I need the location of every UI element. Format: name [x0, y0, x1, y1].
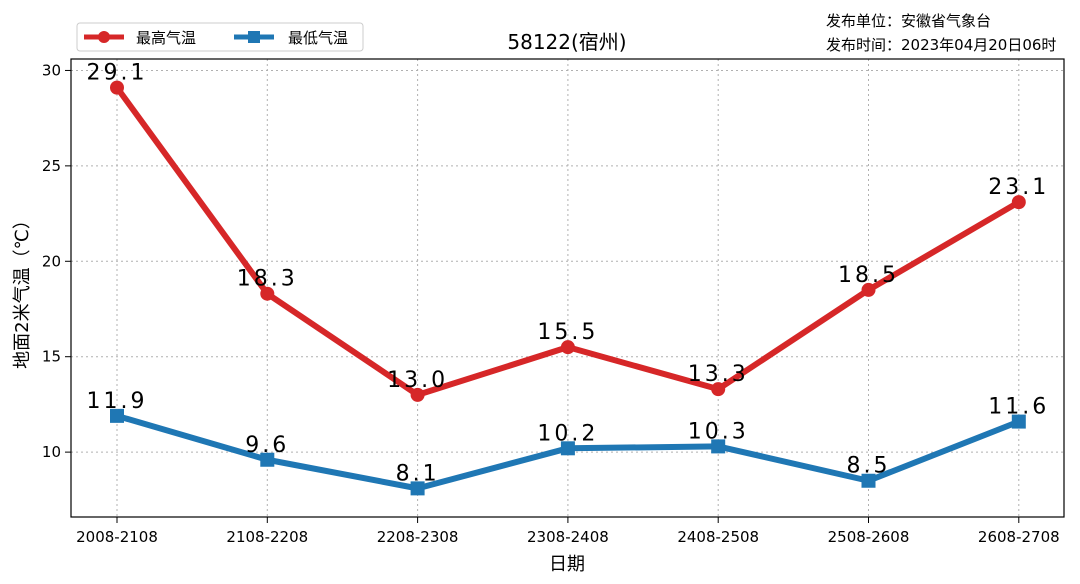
x-axis-label: 日期	[549, 554, 585, 575]
data-point	[110, 80, 124, 95]
data-point	[410, 387, 425, 402]
data-point	[1011, 414, 1026, 429]
x-tick-label: 2608-2708	[978, 528, 1060, 546]
data-point	[260, 452, 275, 467]
data-label: 13.0	[387, 368, 448, 393]
x-tick-label: 2208-2308	[377, 528, 459, 546]
data-label: 23.1	[988, 175, 1049, 200]
publish-time: 发布时间：2023年04月20日06时	[826, 36, 1056, 54]
data-point	[711, 439, 726, 454]
legend-marker-max	[98, 31, 110, 43]
y-axis-label: 地面2米气温（℃）	[12, 211, 33, 369]
data-label: 18.5	[838, 263, 899, 288]
data-label: 11.6	[988, 395, 1049, 420]
data-label: 9.6	[245, 433, 289, 458]
data-label: 29.1	[87, 61, 148, 86]
data-point	[410, 481, 425, 496]
legend: 最高气温 最低气温	[76, 22, 364, 52]
y-tick-label: 30	[42, 61, 61, 79]
data-point	[1011, 195, 1026, 210]
axes: 2008-2108 2108-2208 2208-2308 2308-2408 2408…	[42, 61, 1060, 546]
data-label: 10.2	[537, 421, 598, 446]
y-tick-label: 20	[42, 252, 61, 270]
data-point	[260, 286, 275, 301]
data-label: 18.3	[237, 267, 298, 292]
publisher-unit: 发布单位：安徽省气象台	[826, 12, 991, 30]
x-tick-label: 2308-2408	[527, 528, 609, 546]
data-labels: 29.1 18.3 13.0 15.5 13.3 18.5 23.1 11.9 9.6 8.1 10…	[87, 61, 1049, 487]
legend-box	[76, 22, 364, 52]
y-tick-label: 15	[42, 348, 61, 366]
data-label: 13.3	[688, 362, 749, 387]
x-tick-label: 2508-2608	[828, 528, 910, 546]
data-point	[861, 473, 876, 488]
data-point	[110, 408, 124, 423]
y-tick-label: 10	[42, 443, 61, 461]
legend-label-max: 最高气温	[136, 29, 196, 47]
chart-title: 58122(宿州)	[507, 30, 626, 54]
data-point	[560, 441, 575, 456]
data-label: 8.5	[847, 454, 891, 479]
data-label: 15.5	[537, 320, 598, 345]
legend-label-min: 最低气温	[288, 29, 348, 47]
x-tick-label: 2108-2208	[226, 528, 308, 546]
data-point	[861, 282, 876, 297]
y-tick-label: 25	[42, 157, 61, 175]
data-label: 8.1	[396, 461, 440, 486]
series	[110, 80, 1026, 496]
data-label: 11.9	[87, 389, 148, 414]
data-point	[560, 340, 575, 355]
x-tick-label: 2408-2508	[677, 528, 759, 546]
legend-marker-min	[248, 31, 260, 43]
data-label: 10.3	[688, 419, 749, 444]
data-point	[711, 382, 726, 397]
x-tick-label: 2008-2108	[76, 528, 158, 546]
